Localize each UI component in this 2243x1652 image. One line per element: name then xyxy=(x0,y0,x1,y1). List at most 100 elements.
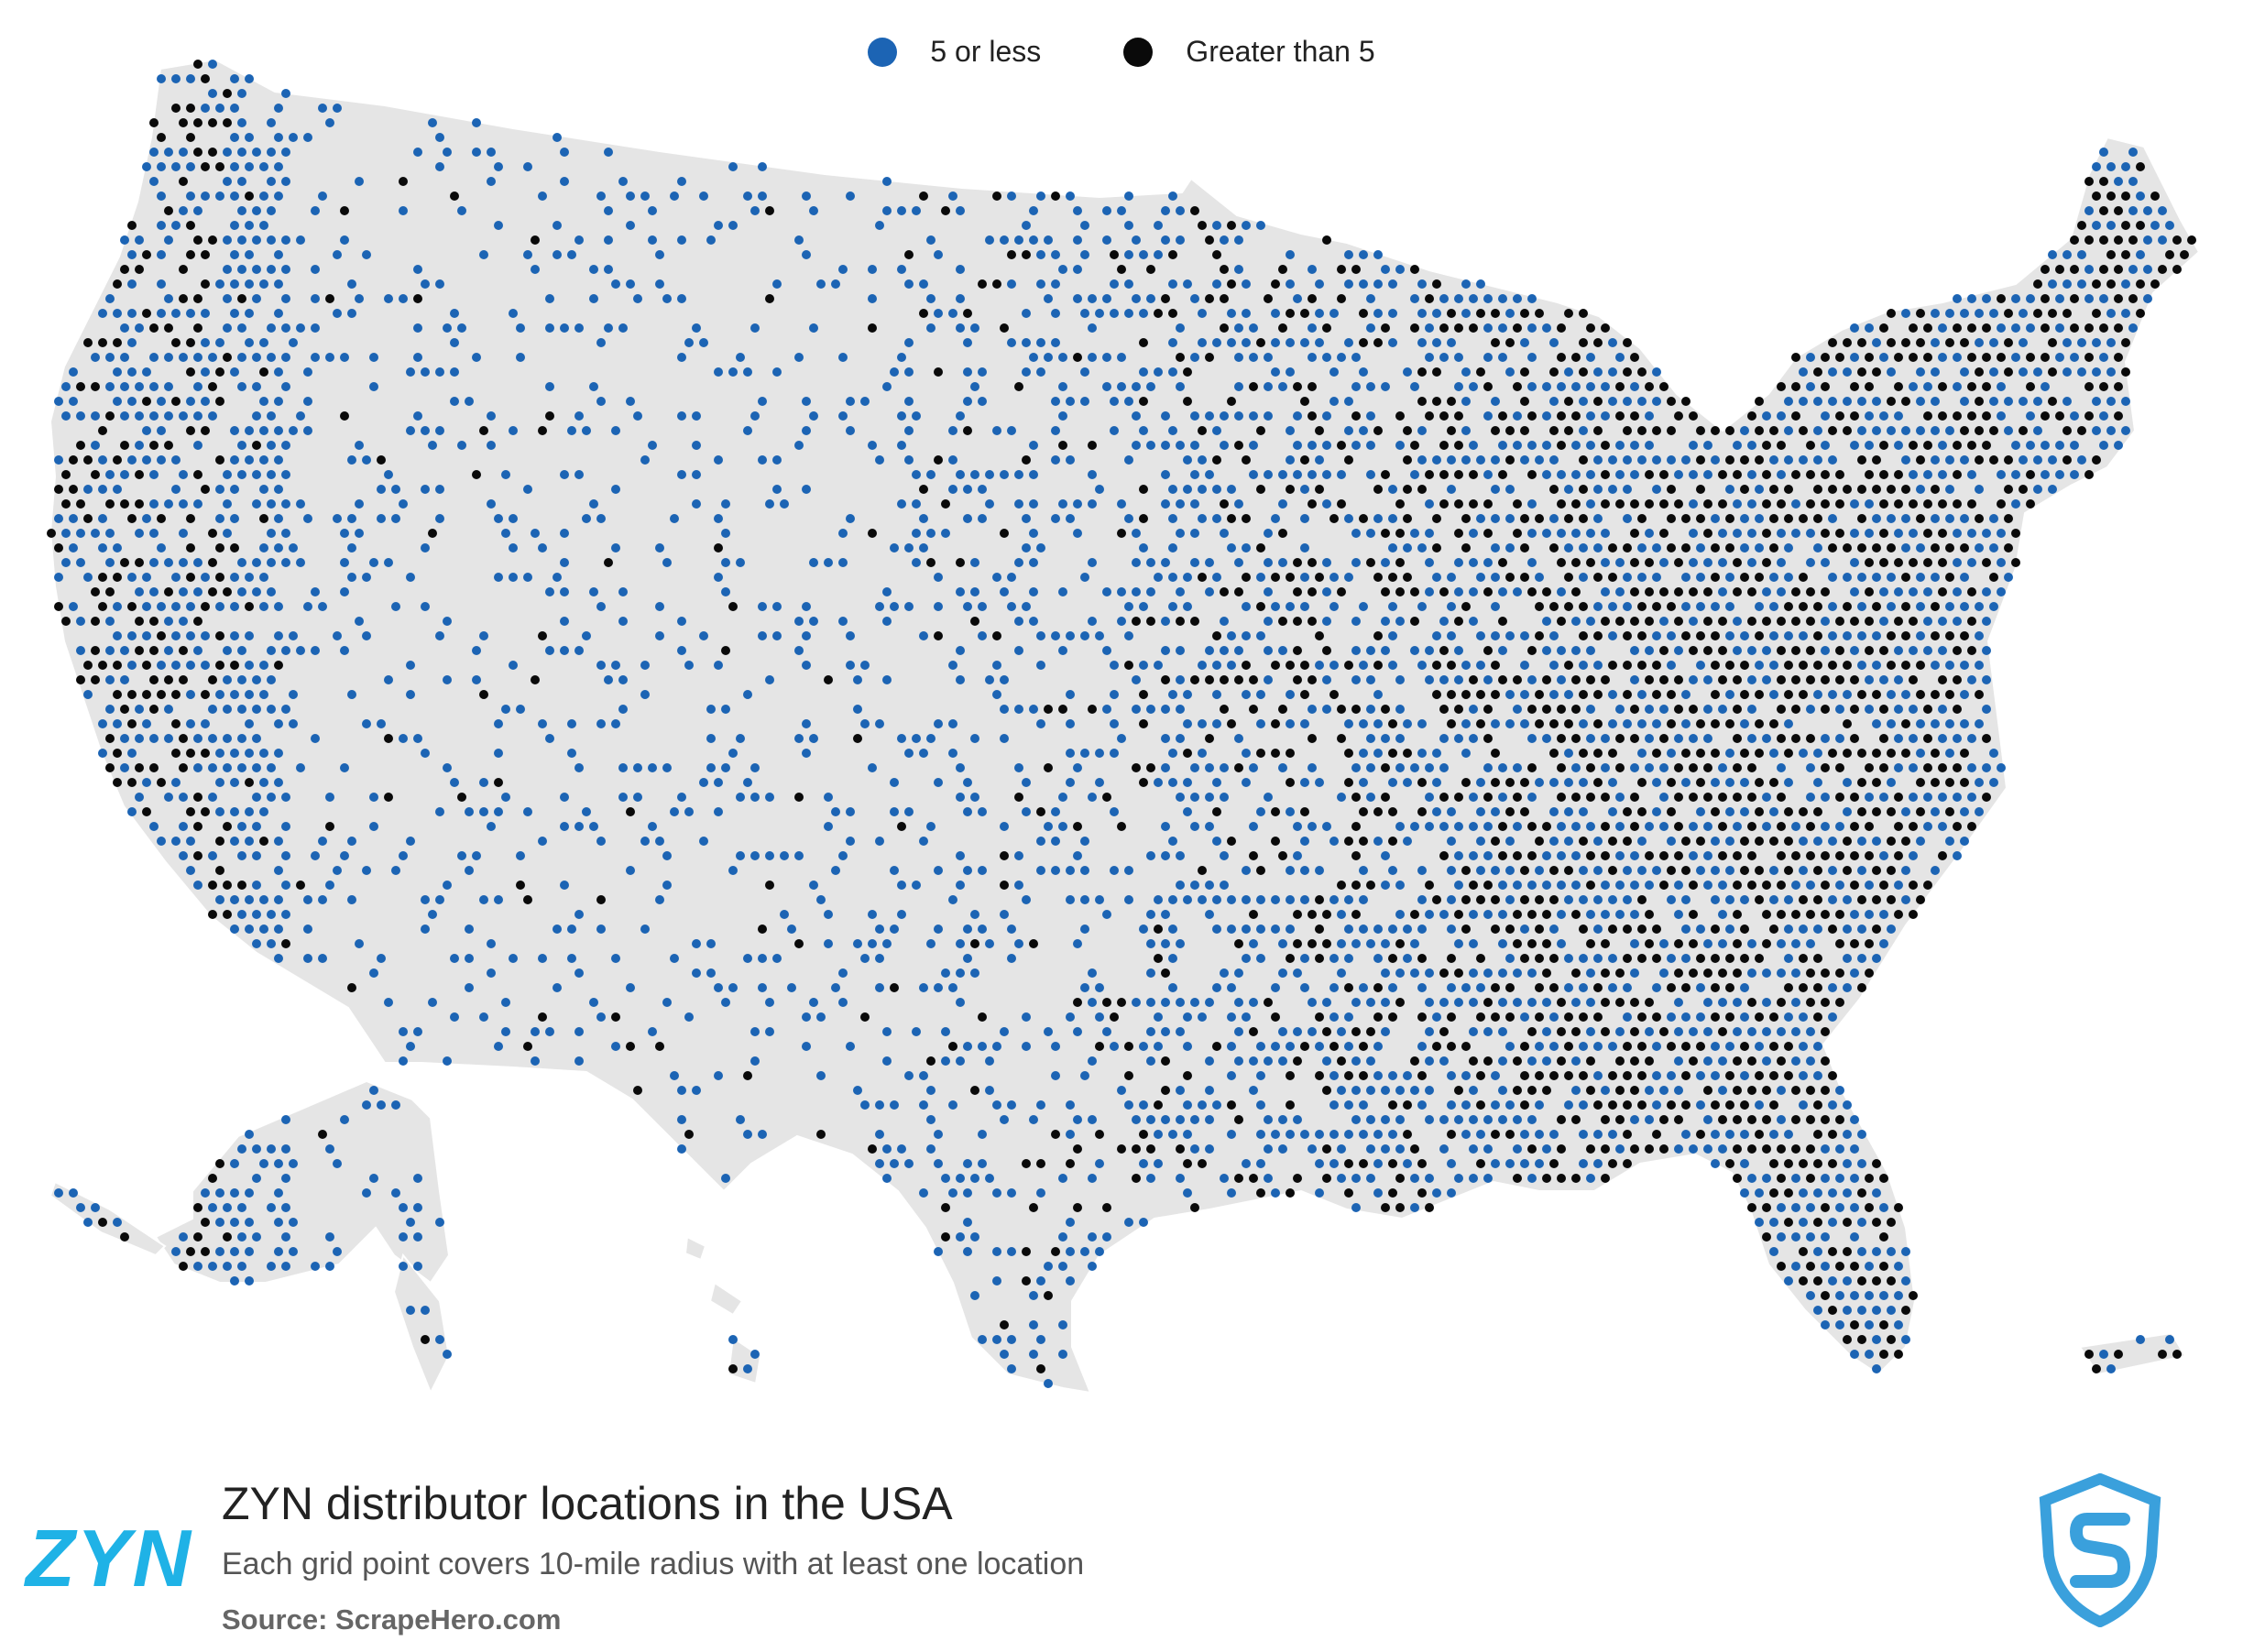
grid-point xyxy=(897,1144,906,1154)
grid-point xyxy=(1469,441,1478,450)
grid-point xyxy=(838,617,848,626)
grid-point xyxy=(2041,294,2050,303)
grid-point xyxy=(1843,866,1852,875)
grid-point xyxy=(882,177,892,186)
grid-point xyxy=(1806,499,1815,509)
grid-point xyxy=(794,235,804,245)
grid-point xyxy=(1154,250,1163,259)
grid-point xyxy=(1168,690,1177,699)
grid-point xyxy=(2084,382,2094,391)
grid-point xyxy=(1535,1042,1544,1051)
grid-point xyxy=(391,485,400,494)
grid-point xyxy=(149,118,159,127)
grid-point xyxy=(1315,338,1324,347)
grid-point xyxy=(1982,705,1991,714)
grid-point xyxy=(1469,617,1478,626)
grid-point xyxy=(54,573,63,582)
grid-point xyxy=(1535,455,1544,465)
grid-point xyxy=(1784,690,1793,699)
grid-point xyxy=(1344,514,1353,523)
grid-point xyxy=(193,441,202,450)
grid-point xyxy=(1132,235,1141,245)
grid-point xyxy=(377,954,386,963)
grid-point xyxy=(2099,265,2108,274)
grid-point xyxy=(1696,1130,1705,1139)
grid-point xyxy=(1176,441,1185,450)
grid-point xyxy=(1344,661,1353,670)
grid-point xyxy=(875,719,884,728)
grid-point xyxy=(193,382,202,391)
grid-point xyxy=(245,631,254,640)
grid-point xyxy=(237,910,246,919)
grid-point xyxy=(1630,558,1639,567)
grid-point xyxy=(1777,822,1786,831)
grid-point xyxy=(164,382,173,391)
grid-point xyxy=(1483,1144,1493,1154)
grid-point xyxy=(1879,910,1888,919)
grid-point xyxy=(113,573,122,582)
grid-point xyxy=(1388,338,1397,347)
grid-point xyxy=(1439,411,1449,421)
grid-point xyxy=(1623,719,1632,728)
grid-point xyxy=(699,191,708,201)
grid-point xyxy=(120,1232,129,1242)
grid-point xyxy=(1227,837,1236,846)
grid-point xyxy=(1454,294,1463,303)
grid-point xyxy=(1029,235,1038,245)
grid-point xyxy=(1373,1042,1383,1051)
grid-point xyxy=(1557,793,1566,802)
grid-point xyxy=(1630,910,1639,919)
grid-point xyxy=(1975,778,1984,787)
grid-point xyxy=(1901,543,1910,552)
grid-point xyxy=(501,529,510,538)
grid-point xyxy=(618,177,628,186)
grid-point xyxy=(1476,954,1485,963)
grid-point xyxy=(1777,411,1786,421)
grid-point xyxy=(487,441,496,450)
grid-point xyxy=(1586,939,1595,948)
grid-point xyxy=(127,338,137,347)
grid-point xyxy=(1703,793,1712,802)
grid-point xyxy=(1161,851,1170,860)
grid-point xyxy=(692,1086,701,1095)
grid-point xyxy=(1887,895,1896,904)
grid-point xyxy=(1667,455,1676,465)
grid-point xyxy=(1674,1086,1683,1095)
grid-point xyxy=(1821,1086,1830,1095)
grid-point xyxy=(1139,338,1148,347)
grid-point xyxy=(1139,250,1148,259)
grid-point xyxy=(1997,470,2006,479)
grid-point xyxy=(1806,939,1815,948)
grid-point xyxy=(1058,499,1067,509)
grid-point xyxy=(1843,690,1852,699)
grid-point xyxy=(494,221,503,230)
grid-point xyxy=(1579,397,1588,406)
grid-point xyxy=(127,514,137,523)
grid-point xyxy=(135,411,144,421)
grid-point xyxy=(157,250,166,259)
grid-point xyxy=(208,675,217,684)
grid-point xyxy=(1315,1012,1324,1022)
grid-point xyxy=(670,514,679,523)
grid-point xyxy=(377,514,386,523)
grid-point xyxy=(838,411,848,421)
grid-point xyxy=(1381,470,1390,479)
grid-point xyxy=(1388,1130,1397,1139)
grid-point xyxy=(1491,573,1500,582)
grid-point xyxy=(2011,558,2020,567)
grid-point xyxy=(1828,837,1837,846)
grid-point xyxy=(1293,617,1302,626)
grid-point xyxy=(245,191,254,201)
grid-point xyxy=(1388,602,1397,611)
grid-point xyxy=(1725,573,1734,582)
grid-point xyxy=(1887,1247,1896,1256)
grid-point xyxy=(1454,910,1463,919)
grid-point xyxy=(274,367,283,377)
grid-point xyxy=(245,1276,254,1285)
grid-point xyxy=(589,822,598,831)
grid-point xyxy=(91,587,100,596)
grid-point xyxy=(1601,1144,1610,1154)
grid-point xyxy=(1520,778,1529,787)
grid-point xyxy=(1388,1100,1397,1110)
grid-point xyxy=(1337,1174,1346,1183)
